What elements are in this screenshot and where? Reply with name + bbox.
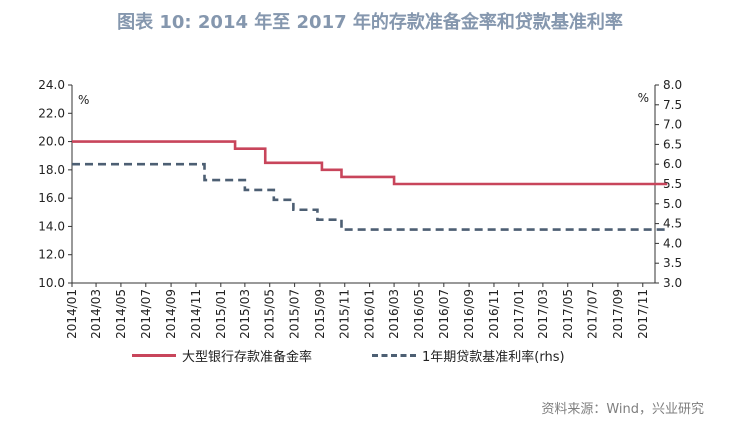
y-right-tick-label: 5.5 <box>663 177 682 191</box>
x-tick-label: 2014/09 <box>164 289 178 339</box>
legend-label-loan-rate: 1年期贷款基准利率(rhs) <box>422 349 565 365</box>
y-right-tick-label: 3.5 <box>663 256 682 270</box>
y-right-tick-label: 4.0 <box>663 236 682 250</box>
x-tick-label: 2015/07 <box>288 289 302 339</box>
x-tick-label: 2014/11 <box>189 289 203 339</box>
x-tick-label: 2015/01 <box>214 289 228 339</box>
y-left-tick-label: 12.0 <box>38 248 65 262</box>
x-tick-label: 2015/11 <box>338 289 352 339</box>
x-tick-label: 2014/03 <box>89 289 103 339</box>
y-left-tick-label: 22.0 <box>38 106 65 120</box>
y-right-tick-label: 7.5 <box>663 98 682 112</box>
y-left-tick-label: 14.0 <box>38 219 65 233</box>
x-tick-label: 2017/01 <box>512 289 526 339</box>
y-right-tick-label: 4.5 <box>663 217 682 231</box>
y-left-tick-label: 16.0 <box>38 191 65 205</box>
y-right-tick-label: 6.5 <box>663 137 682 151</box>
x-tick-label: 2015/09 <box>313 289 327 339</box>
x-tick-label: 2015/05 <box>263 289 277 339</box>
x-tick-label: 2017/11 <box>636 289 650 339</box>
page-title: 图表 10: 2014 年至 2017 年的存款准备金率和贷款基准利率 <box>117 12 623 33</box>
y-right-tick-label: 3.0 <box>663 276 682 290</box>
series-line-reserve-ratio <box>72 140 668 186</box>
y-right-tick-label: 5.0 <box>663 197 682 211</box>
x-tick-label: 2016/07 <box>437 289 451 339</box>
y-left-tick-label: 24.0 <box>38 78 65 92</box>
legend-item-loan-rate: 1年期贷款基准利率(rhs) <box>372 346 565 365</box>
y-left-tick-label: 20.0 <box>38 135 65 149</box>
legend-swatch-dashed <box>372 353 416 357</box>
x-tick-label: 2016/03 <box>387 289 401 339</box>
x-tick-label: 2017/07 <box>586 289 600 339</box>
legend-swatch-solid <box>132 353 176 357</box>
x-tick-label: 2017/09 <box>611 289 625 339</box>
x-tick-label: 2014/01 <box>65 289 79 339</box>
y-right-tick-label: 8.0 <box>663 78 682 92</box>
source-note: 资料来源：Wind，兴业研究 <box>541 402 704 417</box>
x-tick-label: 2017/03 <box>536 289 550 339</box>
x-tick-label: 2016/09 <box>462 289 476 339</box>
y-left-tick-label: 10.0 <box>38 276 65 290</box>
series-line-loan-rate <box>72 162 668 231</box>
x-tick-label: 2014/05 <box>114 289 128 339</box>
x-tick-label: 2016/05 <box>412 289 426 339</box>
x-tick-label: 2016/01 <box>363 289 377 339</box>
x-tick-label: 2015/03 <box>238 289 252 339</box>
x-tick-label: 2014/07 <box>139 289 153 339</box>
y-left-tick-label: 18.0 <box>38 163 65 177</box>
y-right-tick-label: 7.0 <box>663 118 682 132</box>
legend-item-reserve-ratio: 大型银行存款准备金率 <box>132 346 313 365</box>
y-left-unit-label: % <box>78 93 89 107</box>
legend-label-reserve-ratio: 大型银行存款准备金率 <box>182 349 313 365</box>
y-right-tick-label: 6.0 <box>663 157 682 171</box>
y-right-unit-label: % <box>638 91 649 105</box>
x-tick-label: 2017/05 <box>561 289 575 339</box>
x-tick-label: 2016/11 <box>487 289 501 339</box>
